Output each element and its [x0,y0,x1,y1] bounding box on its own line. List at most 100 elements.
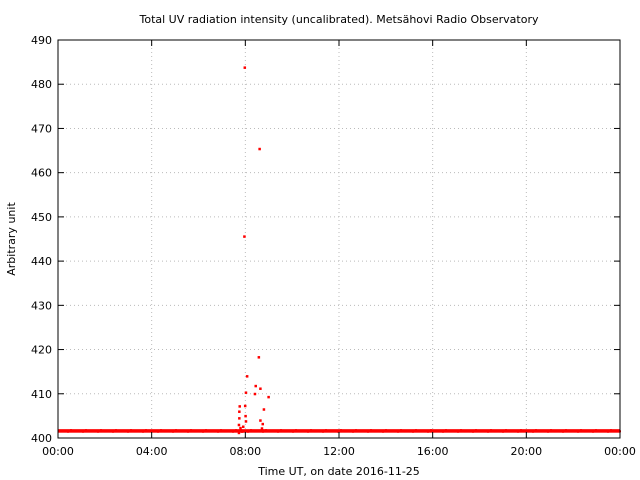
baseline-point [430,429,432,432]
baseline-point [445,429,447,432]
baseline-point [550,429,552,432]
baseline-point [601,429,603,432]
baseline-point [316,429,318,432]
baseline-point [334,430,336,433]
baseline-point [520,429,522,432]
baseline-point [574,430,576,433]
baseline-point [499,430,501,433]
baseline-point [472,430,474,433]
baseline-point [568,429,570,432]
y-tick-label: 440 [31,255,52,268]
x-tick-label: 08:00 [229,445,261,458]
baseline-point [103,429,105,432]
grid [58,40,620,438]
baseline-point [178,429,180,432]
baseline-point [100,429,102,432]
baseline-point [328,429,330,432]
baseline-point [352,430,354,433]
baseline-point [298,429,300,432]
baseline-point [373,429,375,432]
baseline-point [505,429,507,432]
baseline-point [358,429,360,432]
data-point [238,410,241,413]
baseline-point [526,429,528,432]
baseline-point [133,429,135,432]
baseline-point [118,429,120,432]
baseline-point [541,429,543,432]
baseline-point [85,429,87,432]
data-point [260,427,264,430]
baseline-point [229,430,231,433]
data-point [261,422,265,426]
y-tick-label: 450 [31,211,52,224]
baseline-point [349,430,351,433]
baseline-point [571,429,573,432]
baseline-point [145,429,147,432]
baseline-point [616,429,618,432]
baseline-point [265,429,267,432]
baseline-point [589,430,591,433]
data-point [254,384,257,388]
baseline-point [271,429,273,432]
baseline-point [604,430,606,433]
data-point [244,420,248,423]
baseline-point [397,430,399,433]
baseline-point [226,429,228,432]
baseline-point [424,430,426,433]
data-points [237,66,270,435]
baseline-point [304,430,306,433]
y-tick-label: 480 [31,78,52,91]
baseline-point [547,430,549,433]
baseline-point [388,429,390,432]
baseline-point [322,430,324,433]
y-tick-label: 490 [31,34,52,47]
baseline-point [250,429,252,432]
baseline-point [262,430,264,433]
baseline-point [232,430,234,433]
baseline-point [307,430,309,433]
y-axis-label: Arbitrary unit [5,202,18,276]
baseline-point [196,429,198,432]
baseline-point [376,429,378,432]
baseline-point [220,429,222,432]
baseline-point [160,429,162,432]
y-tick-label: 420 [31,344,52,357]
baseline-point [97,430,99,433]
data-point [267,395,270,399]
data-point [245,375,249,378]
baseline-point [175,429,177,432]
baseline-point [70,429,72,432]
baseline-point [157,430,159,433]
baseline-point [181,429,183,432]
baseline-point [580,429,582,432]
baseline-point [508,429,510,432]
baseline-point [553,429,555,432]
baseline-point [412,430,414,433]
baseline-point [481,429,483,432]
baseline-point [391,429,393,432]
y-tick-label: 470 [31,122,52,135]
baseline-band [58,429,621,433]
baseline-point [205,429,207,432]
baseline-point [562,430,564,433]
baseline-point [364,430,366,433]
baseline-point [238,429,240,432]
baseline-point [190,429,192,432]
baseline-point [403,429,405,432]
baseline-point [61,429,63,432]
baseline-point [121,429,123,432]
data-point [259,419,262,422]
baseline-point [460,429,462,432]
baseline-point [313,429,315,432]
data-point [244,391,248,394]
x-axis-label: Time UT, on date 2016-11-25 [257,465,420,478]
baseline-point [295,429,297,432]
baseline-point [355,429,357,432]
baseline-point [598,429,600,432]
data-point [243,235,246,238]
baseline-point [325,429,327,432]
data-point [253,392,257,396]
baseline-point [154,430,156,433]
data-point [262,408,266,411]
